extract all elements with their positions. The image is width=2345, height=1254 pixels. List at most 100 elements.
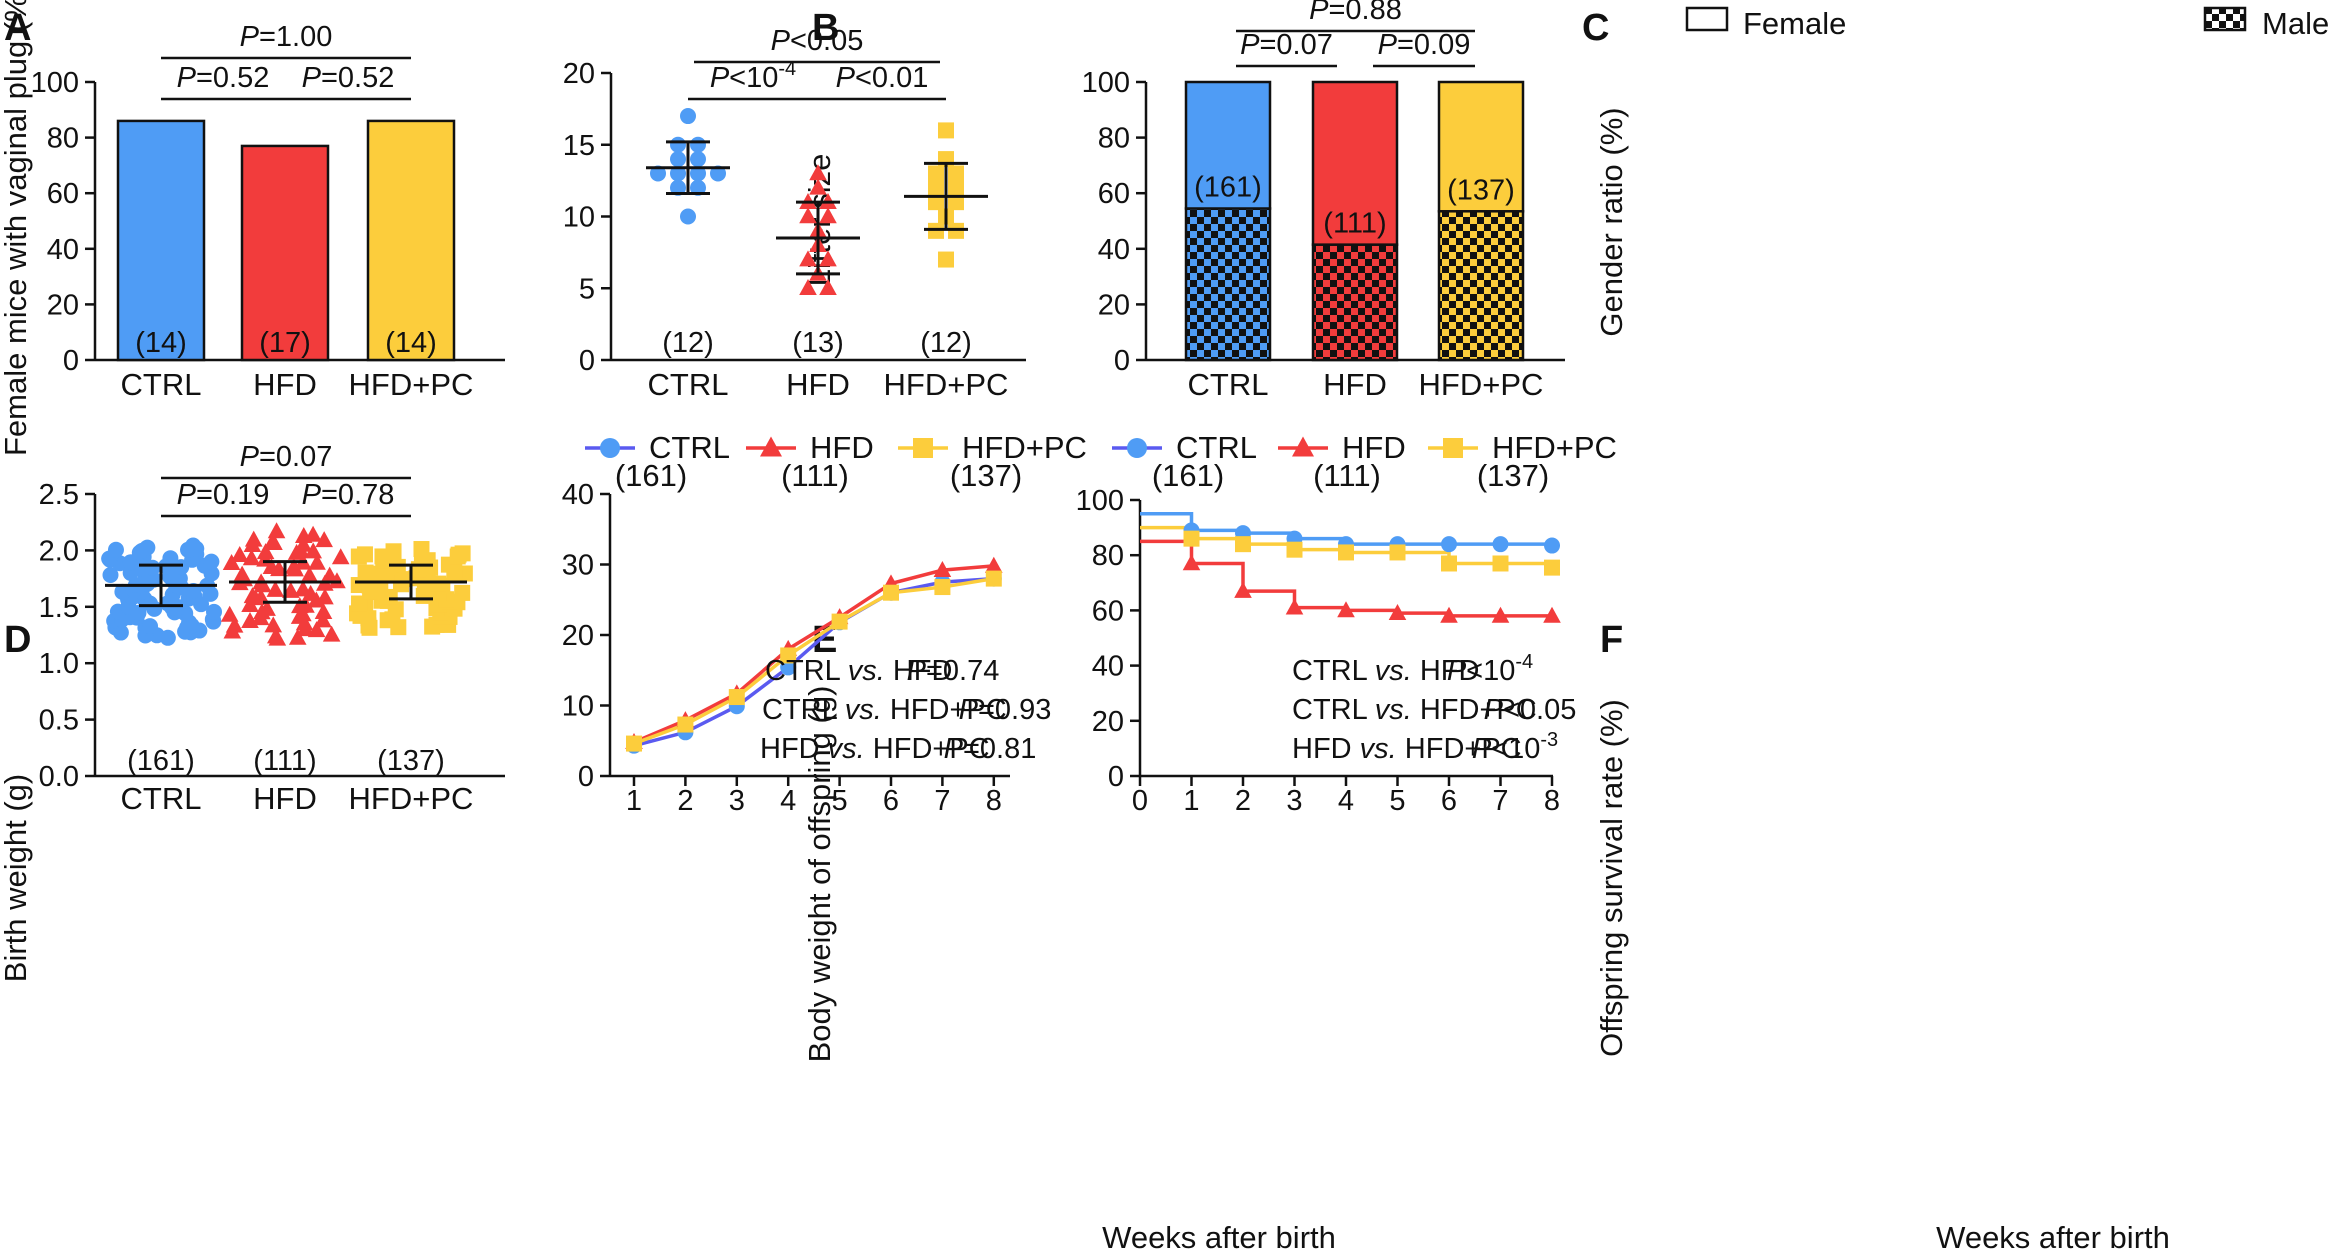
panel-f-data-point bbox=[1441, 555, 1457, 572]
panel-f-legend-marker bbox=[1443, 438, 1463, 458]
panel-f-x-tick-label: 8 bbox=[1544, 785, 1560, 817]
panel-c-category-label: HFD bbox=[1323, 367, 1387, 402]
panel-e-legend-label: CTRL bbox=[649, 430, 730, 465]
panel-f-data-point bbox=[1337, 601, 1355, 618]
panel-b-data-point bbox=[799, 250, 817, 267]
panel-e-data-point bbox=[933, 560, 952, 577]
panel-d-category-label: HFD+PC bbox=[349, 781, 474, 816]
panel-d-data-point bbox=[454, 545, 471, 562]
panel-e-x-tick-label: 1 bbox=[626, 785, 642, 817]
panel-e-x-tick-label: 7 bbox=[934, 785, 950, 817]
panel-e-stat-comparison: HFD vs. HFD+PC bbox=[760, 733, 990, 765]
panel-b-category-label: CTRL bbox=[648, 367, 729, 402]
panel-b-data-point bbox=[670, 179, 686, 196]
panel-a-n-label: (17) bbox=[259, 327, 311, 359]
panel-d-data-point bbox=[267, 522, 286, 539]
panel-f-data-point bbox=[1182, 554, 1201, 571]
panel-a-bar-chart: Female mice with vaginal plug (%) 0 20 40 6… bbox=[0, 0, 505, 456]
panel-e-legend-label: HFD+PC bbox=[962, 430, 1087, 465]
panel-f-data-point bbox=[1440, 606, 1458, 623]
panel-d-y-tick-label: 0.0 bbox=[39, 761, 79, 793]
panel-c-male-bar bbox=[1311, 243, 1399, 362]
panel-d-data-point bbox=[301, 584, 320, 601]
panel-b-category-label: HFD+PC bbox=[884, 367, 1009, 402]
panel-f-data-point bbox=[1492, 536, 1509, 553]
panel-f-data-point bbox=[1543, 606, 1561, 623]
panel-c-female-bar bbox=[1184, 80, 1272, 210]
panel-a-p-value: P=1.00 bbox=[240, 21, 333, 53]
panel-d-data-point bbox=[264, 532, 282, 549]
panel-e-y-tick-label: 0 bbox=[578, 761, 594, 793]
panel-d-data-point bbox=[102, 566, 119, 583]
panel-e-stat-comparison: CTRL vs. HFD bbox=[765, 655, 952, 687]
panel-d-category-label: HFD bbox=[253, 781, 317, 816]
panel-d-y-tick-label: 0.5 bbox=[39, 705, 79, 737]
panel-e-stat-p-value: P=0.93 bbox=[959, 694, 1052, 726]
panel-e-legend-n: (137) bbox=[950, 458, 1022, 493]
panel-a-y-tick-label: 0 bbox=[63, 345, 79, 377]
panel-d-data-point bbox=[294, 605, 312, 622]
panel-e-series-line bbox=[633, 564, 994, 744]
panel-e-data-point bbox=[626, 735, 642, 752]
panel-b-p-value: P<0.01 bbox=[836, 62, 929, 94]
panel-f-data-point bbox=[1441, 536, 1457, 553]
panel-f-data-point bbox=[1183, 530, 1200, 547]
panel-f-data-point bbox=[1285, 598, 1304, 615]
panel-a-n-label: (14) bbox=[385, 327, 437, 359]
panel-e-data-point bbox=[780, 647, 797, 664]
panel-d-data-point bbox=[220, 605, 239, 622]
panel-b-data-point bbox=[948, 194, 964, 211]
panel-e-data-point bbox=[677, 716, 694, 733]
panel-f-legend-n: (111) bbox=[1313, 458, 1381, 493]
panel-b-y-tick-label: 10 bbox=[563, 202, 595, 234]
panel-f-x-tick-label: 7 bbox=[1492, 785, 1508, 817]
panel-e-y-tick-label: 40 bbox=[562, 479, 594, 511]
panel-a-y-tick-label: 40 bbox=[47, 234, 79, 266]
panel-e-x-tick-label: 6 bbox=[883, 785, 899, 817]
panel-a-bar bbox=[366, 119, 456, 362]
panel-d-data-point bbox=[185, 582, 202, 599]
panel-b-data-point bbox=[928, 165, 944, 182]
panel-b-data-point bbox=[819, 207, 837, 224]
panel-f-legend-marker bbox=[1292, 436, 1314, 457]
panel-e-legend-n: (161) bbox=[615, 458, 687, 493]
panel-d-data-point bbox=[288, 628, 307, 645]
panel-d-y-tick-label: 1.0 bbox=[39, 648, 79, 680]
panel-c-y-tick-label: 80 bbox=[1098, 123, 1130, 155]
panel-f-y-tick-label: 40 bbox=[1092, 651, 1124, 683]
panel-d-data-point bbox=[331, 548, 350, 565]
panel-f-x-tick-label: 5 bbox=[1389, 785, 1405, 817]
legend-male-label: Male bbox=[2262, 6, 2329, 41]
panel-d-data-point bbox=[322, 625, 341, 642]
panel-d-data-point bbox=[185, 537, 202, 554]
panel-d-data-point bbox=[256, 543, 275, 560]
panel-f-legend-label: HFD bbox=[1342, 430, 1406, 465]
panel-b-data-point bbox=[948, 165, 964, 182]
panel-b-data-point bbox=[690, 165, 706, 182]
panel-d-data-point bbox=[243, 587, 262, 604]
panel-f-stat-p-value: P<0.05 bbox=[1484, 694, 1577, 726]
panel-b-data-point bbox=[799, 279, 817, 296]
panel-e-x-tick-label: 5 bbox=[832, 785, 848, 817]
panel-d-data-point bbox=[225, 616, 244, 633]
panel-d-data-point bbox=[233, 565, 251, 582]
panel-a-n-label: (14) bbox=[135, 327, 187, 359]
panel-d-data-point bbox=[316, 588, 334, 605]
panel-f-survival-chart: Offspring survival rate (%) Weeks after … bbox=[1076, 430, 2170, 1254]
panel-b-p-value: P<0.05 bbox=[771, 25, 864, 57]
panel-a-category-label: CTRL bbox=[121, 367, 202, 402]
panel-e-stat-p-value: P=0.74 bbox=[907, 655, 1000, 687]
panel-d-data-point bbox=[304, 542, 323, 559]
panel-d-data-point bbox=[258, 599, 276, 616]
panel-c-female-bar bbox=[1311, 80, 1399, 246]
panel-b-data-point bbox=[948, 179, 964, 196]
panel-e-legend-label: HFD bbox=[810, 430, 874, 465]
panel-b-y-tick-label: 20 bbox=[563, 58, 595, 90]
panel-c-n-label: (111) bbox=[1323, 208, 1386, 240]
panel-c-n-label: (161) bbox=[1194, 171, 1262, 203]
panel-c-y-tick-label: 0 bbox=[1114, 345, 1130, 377]
panel-e-y-tick-label: 30 bbox=[562, 550, 594, 582]
panel-f-legend-n: (137) bbox=[1477, 458, 1549, 493]
panel-f-data-point bbox=[1544, 537, 1560, 554]
